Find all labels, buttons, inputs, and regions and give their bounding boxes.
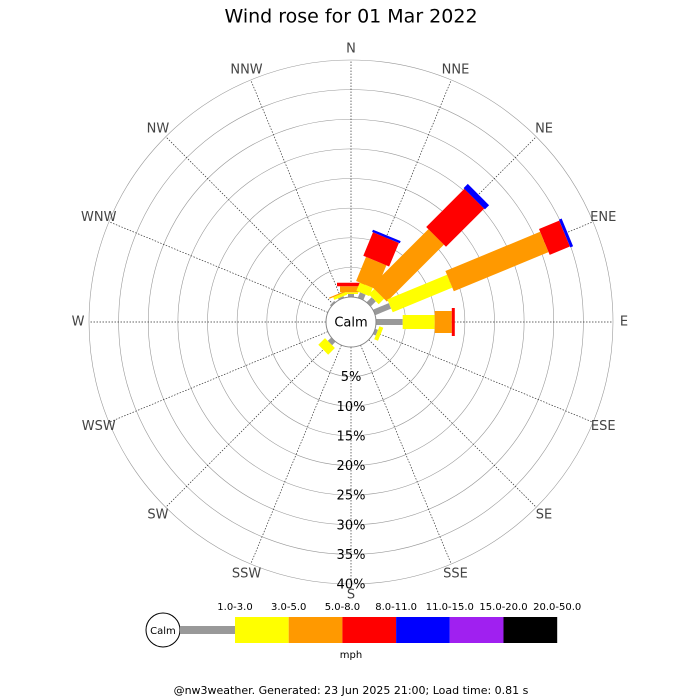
direction-label: WNW — [81, 210, 117, 225]
legend-label: 11.0-15.0 — [426, 602, 474, 613]
ring-label: 35% — [337, 548, 366, 563]
bar-segment — [356, 282, 373, 297]
legend-swatch — [288, 617, 343, 643]
direction-label: SE — [536, 508, 552, 523]
chart-title: Wind rose for 01 Mar 2022 — [224, 6, 477, 28]
legend: Calm mph 1.0-3.0 3.0-5.0 5.0-8.0 8.0-11.0 11… — [145, 602, 581, 661]
spoke — [250, 344, 342, 565]
direction-label: NE — [535, 121, 553, 136]
bar-segment — [376, 319, 403, 325]
bar-segment — [426, 188, 485, 247]
legend-label: 5.0-8.0 — [325, 602, 360, 613]
direction-label: S — [347, 588, 355, 603]
bar-segment — [463, 183, 490, 210]
ring-labels: 5% 10% 15% 20% 25% 30% 35% 40% — [337, 370, 366, 592]
footer: @nw3weather. Generated: 23 Jun 2025 21:0… — [174, 684, 529, 697]
bar-segment — [558, 218, 574, 248]
ring-label: 40% — [337, 578, 366, 593]
legend-label: 15.0-20.0 — [479, 602, 527, 613]
legend-calm-label: Calm — [150, 626, 176, 637]
spoke — [368, 339, 537, 508]
direction-label: NNE — [442, 62, 470, 77]
spoke — [165, 339, 334, 508]
bar-segment — [372, 303, 392, 316]
direction-label: W — [72, 315, 85, 330]
direction-label: WSW — [82, 419, 116, 434]
direction-label: SSE — [443, 567, 468, 582]
ring-label: 25% — [337, 489, 366, 504]
direction-label: N — [346, 42, 356, 57]
legend-label: 20.0-50.0 — [533, 602, 581, 613]
legend-label: 8.0-11.0 — [375, 602, 417, 613]
bars — [311, 182, 574, 362]
bar-segment — [374, 326, 384, 341]
spoke — [360, 344, 452, 565]
bar-segment — [329, 300, 336, 307]
bar-segment — [451, 308, 455, 336]
legend-swatch — [449, 617, 504, 643]
direction-label: SW — [147, 508, 168, 523]
direction-label: ENE — [590, 210, 616, 225]
bar-segment — [372, 328, 378, 336]
spoke — [108, 221, 329, 313]
direction-label: NW — [147, 121, 170, 136]
bar-segment — [329, 289, 350, 299]
bar-segment — [371, 229, 444, 302]
spoke — [108, 331, 329, 423]
direction-label: E — [620, 315, 628, 330]
ring-label: 30% — [337, 518, 366, 533]
bar-segment — [387, 274, 453, 313]
grid-ring — [88, 59, 614, 585]
ring-label: 15% — [337, 429, 366, 444]
legend-swatch — [235, 617, 289, 643]
bar-segment — [539, 220, 570, 255]
bar-segment — [368, 288, 385, 305]
direction-label: NNW — [230, 62, 262, 77]
spoke — [250, 79, 342, 300]
bar-segment — [363, 232, 399, 267]
bar-segment — [348, 294, 354, 297]
legend-label: 1.0-3.0 — [217, 602, 252, 613]
calm-label: Calm — [334, 316, 367, 331]
bar-segment — [344, 292, 358, 294]
legend-swatch — [503, 617, 558, 643]
calm-circle — [325, 296, 377, 348]
ring-label: 10% — [337, 400, 366, 415]
ring-label: 20% — [337, 459, 366, 474]
legend-label: 3.0-5.0 — [271, 602, 306, 613]
bar-segment — [327, 337, 336, 346]
bar-segment — [445, 231, 549, 292]
bar-segment — [337, 282, 365, 287]
legend-unit: mph — [340, 650, 362, 661]
bar-segment — [434, 311, 452, 333]
direction-label: SSW — [232, 567, 262, 582]
ring-label: 5% — [341, 370, 362, 385]
spoke — [165, 136, 334, 305]
legend-swatch — [342, 617, 397, 643]
bar-segment — [375, 321, 386, 348]
bar-segment — [318, 338, 335, 355]
bar-segment — [402, 315, 435, 329]
bar-segment — [338, 296, 345, 301]
bar-segment — [333, 291, 348, 300]
spoke — [373, 331, 594, 423]
legend-swatch — [180, 626, 235, 634]
bar-segment — [372, 229, 401, 244]
grid-ring — [236, 207, 466, 437]
direction-label: ESE — [591, 419, 616, 434]
legend-swatch — [396, 617, 450, 643]
